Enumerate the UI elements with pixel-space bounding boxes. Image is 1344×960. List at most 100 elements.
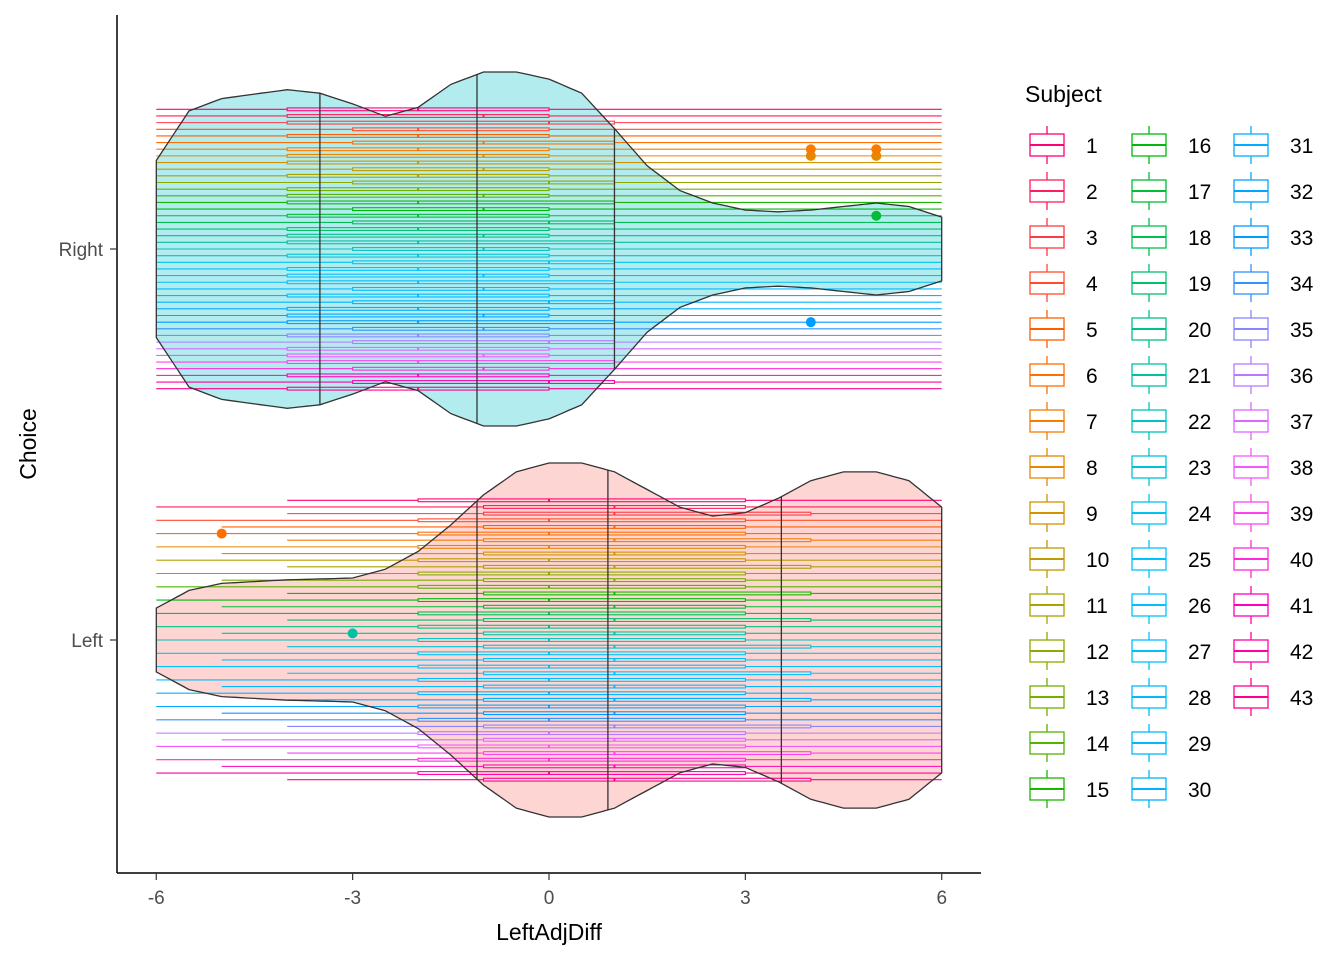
box-left-subject-42 [156, 771, 942, 775]
legend-key-subject-18: 18 [1131, 218, 1211, 256]
legend-key-subject-34: 34 [1233, 264, 1314, 302]
box-body [417, 498, 746, 503]
box-body [482, 671, 812, 676]
x-ticks: -6 -3 0 3 6 [148, 873, 947, 909]
legend-label: 19 [1188, 273, 1211, 296]
box-body [417, 571, 746, 576]
box-right-subject-38 [156, 353, 942, 358]
x-tick-label: 3 [740, 888, 751, 909]
legend-key-subject-4: 4 [1029, 264, 1098, 302]
legend-key-subject-23: 23 [1131, 448, 1211, 486]
box-body [482, 724, 812, 729]
legend-key-subject-40: 40 [1233, 540, 1313, 578]
legend-label: 23 [1188, 457, 1211, 480]
box-right-subject-43 [156, 386, 942, 391]
outlier-point-7 [347, 628, 358, 639]
legend-key-subject-19: 19 [1131, 264, 1211, 302]
x-tick-label: -3 [344, 888, 361, 909]
box-left-subject-33 [221, 711, 942, 716]
legend-key-subject-26: 26 [1131, 586, 1211, 624]
box-left-subject-23 [287, 644, 942, 649]
legend-label: 10 [1086, 549, 1109, 572]
box-body [482, 591, 812, 596]
legend-label: 42 [1290, 641, 1313, 664]
box-body [417, 664, 746, 669]
box-left-subject-11 [287, 564, 942, 569]
legend-key-subject-2: 2 [1029, 172, 1098, 210]
legend-label: 22 [1188, 411, 1211, 434]
x-tick-label: 6 [936, 888, 947, 909]
legend-label: 26 [1188, 595, 1211, 618]
box-left-subject-28 [156, 677, 942, 682]
legend-key-subject-38: 38 [1233, 448, 1313, 486]
legend-label: 41 [1290, 595, 1313, 618]
legend-key-subject-28: 28 [1131, 678, 1211, 716]
box-body [286, 313, 550, 318]
legend-key-subject-14: 14 [1029, 724, 1110, 762]
legend-label: 3 [1086, 227, 1098, 250]
legend-key-subject-10: 10 [1029, 540, 1109, 578]
box-left-subject-26 [156, 664, 942, 669]
legend-key-subject-22: 22 [1131, 402, 1211, 440]
box-left-subject-35 [287, 724, 942, 729]
box-body [352, 380, 616, 384]
box-left-subject-34 [156, 717, 942, 722]
box-left-subject-15 [287, 591, 942, 596]
legend-label: 28 [1188, 687, 1211, 710]
legend-label: 6 [1086, 365, 1098, 388]
box-left-subject-24 [156, 651, 942, 656]
box-body [352, 247, 550, 251]
violin-right-outline [155, 71, 943, 427]
box-body [482, 564, 812, 569]
legend-key-subject-33: 33 [1233, 218, 1313, 256]
legend-label: 36 [1290, 365, 1313, 388]
legend-key-subject-1: 1 [1029, 126, 1098, 164]
box-left-subject-30 [156, 691, 942, 696]
box-left-subject-16 [156, 598, 942, 603]
box-body [482, 618, 812, 622]
legend-label: 1 [1086, 135, 1098, 158]
box-left-subject-43 [287, 777, 942, 782]
box-body [286, 233, 550, 238]
legend-label: 34 [1290, 273, 1314, 296]
legend-keys: 1234567891011121314151617181920212223242… [1029, 126, 1314, 808]
box-body [417, 624, 746, 629]
legend-key-subject-8: 8 [1029, 448, 1098, 486]
legend-key-subject-15: 15 [1029, 770, 1109, 808]
box-body [417, 531, 746, 536]
legend-label: 2 [1086, 181, 1098, 204]
y-ticks: Left Right [59, 240, 117, 652]
box-body [286, 353, 550, 358]
box-body [417, 518, 746, 523]
y-tick-label: Left [71, 631, 103, 652]
box-body [352, 286, 550, 291]
legend-key-subject-31: 31 [1233, 126, 1313, 164]
legend-key-subject-30: 30 [1131, 770, 1211, 808]
legend-label: 11 [1086, 595, 1108, 618]
legend-key-subject-9: 9 [1029, 494, 1098, 532]
box-left-subject-8 [156, 544, 942, 549]
box-body [286, 273, 550, 278]
legend-key-subject-6: 6 [1029, 356, 1098, 394]
box-left-subject-37 [221, 737, 942, 742]
y-axis-title: Choice [15, 408, 41, 480]
box-right-subject-41 [156, 373, 942, 378]
box-left-subject-38 [156, 744, 942, 749]
box-body [352, 326, 550, 331]
legend-label: 14 [1086, 733, 1110, 756]
legend-key-subject-13: 13 [1029, 678, 1109, 716]
legend-label: 18 [1188, 227, 1211, 250]
outlier-point-6 [871, 144, 882, 155]
box-body [417, 558, 746, 563]
violin-left-outline [155, 462, 943, 818]
box-body [417, 544, 746, 549]
legend-key-subject-32: 32 [1233, 172, 1313, 210]
box-body [417, 584, 746, 589]
box-left-subject-2 [156, 505, 942, 509]
legend-label: 40 [1290, 549, 1313, 572]
box-left-subject-31 [287, 697, 942, 702]
legend-label: 4 [1086, 273, 1098, 296]
box-left-subject-29 [221, 684, 942, 689]
legend-key-subject-39: 39 [1233, 494, 1313, 532]
box-left-subject-18 [156, 611, 942, 616]
